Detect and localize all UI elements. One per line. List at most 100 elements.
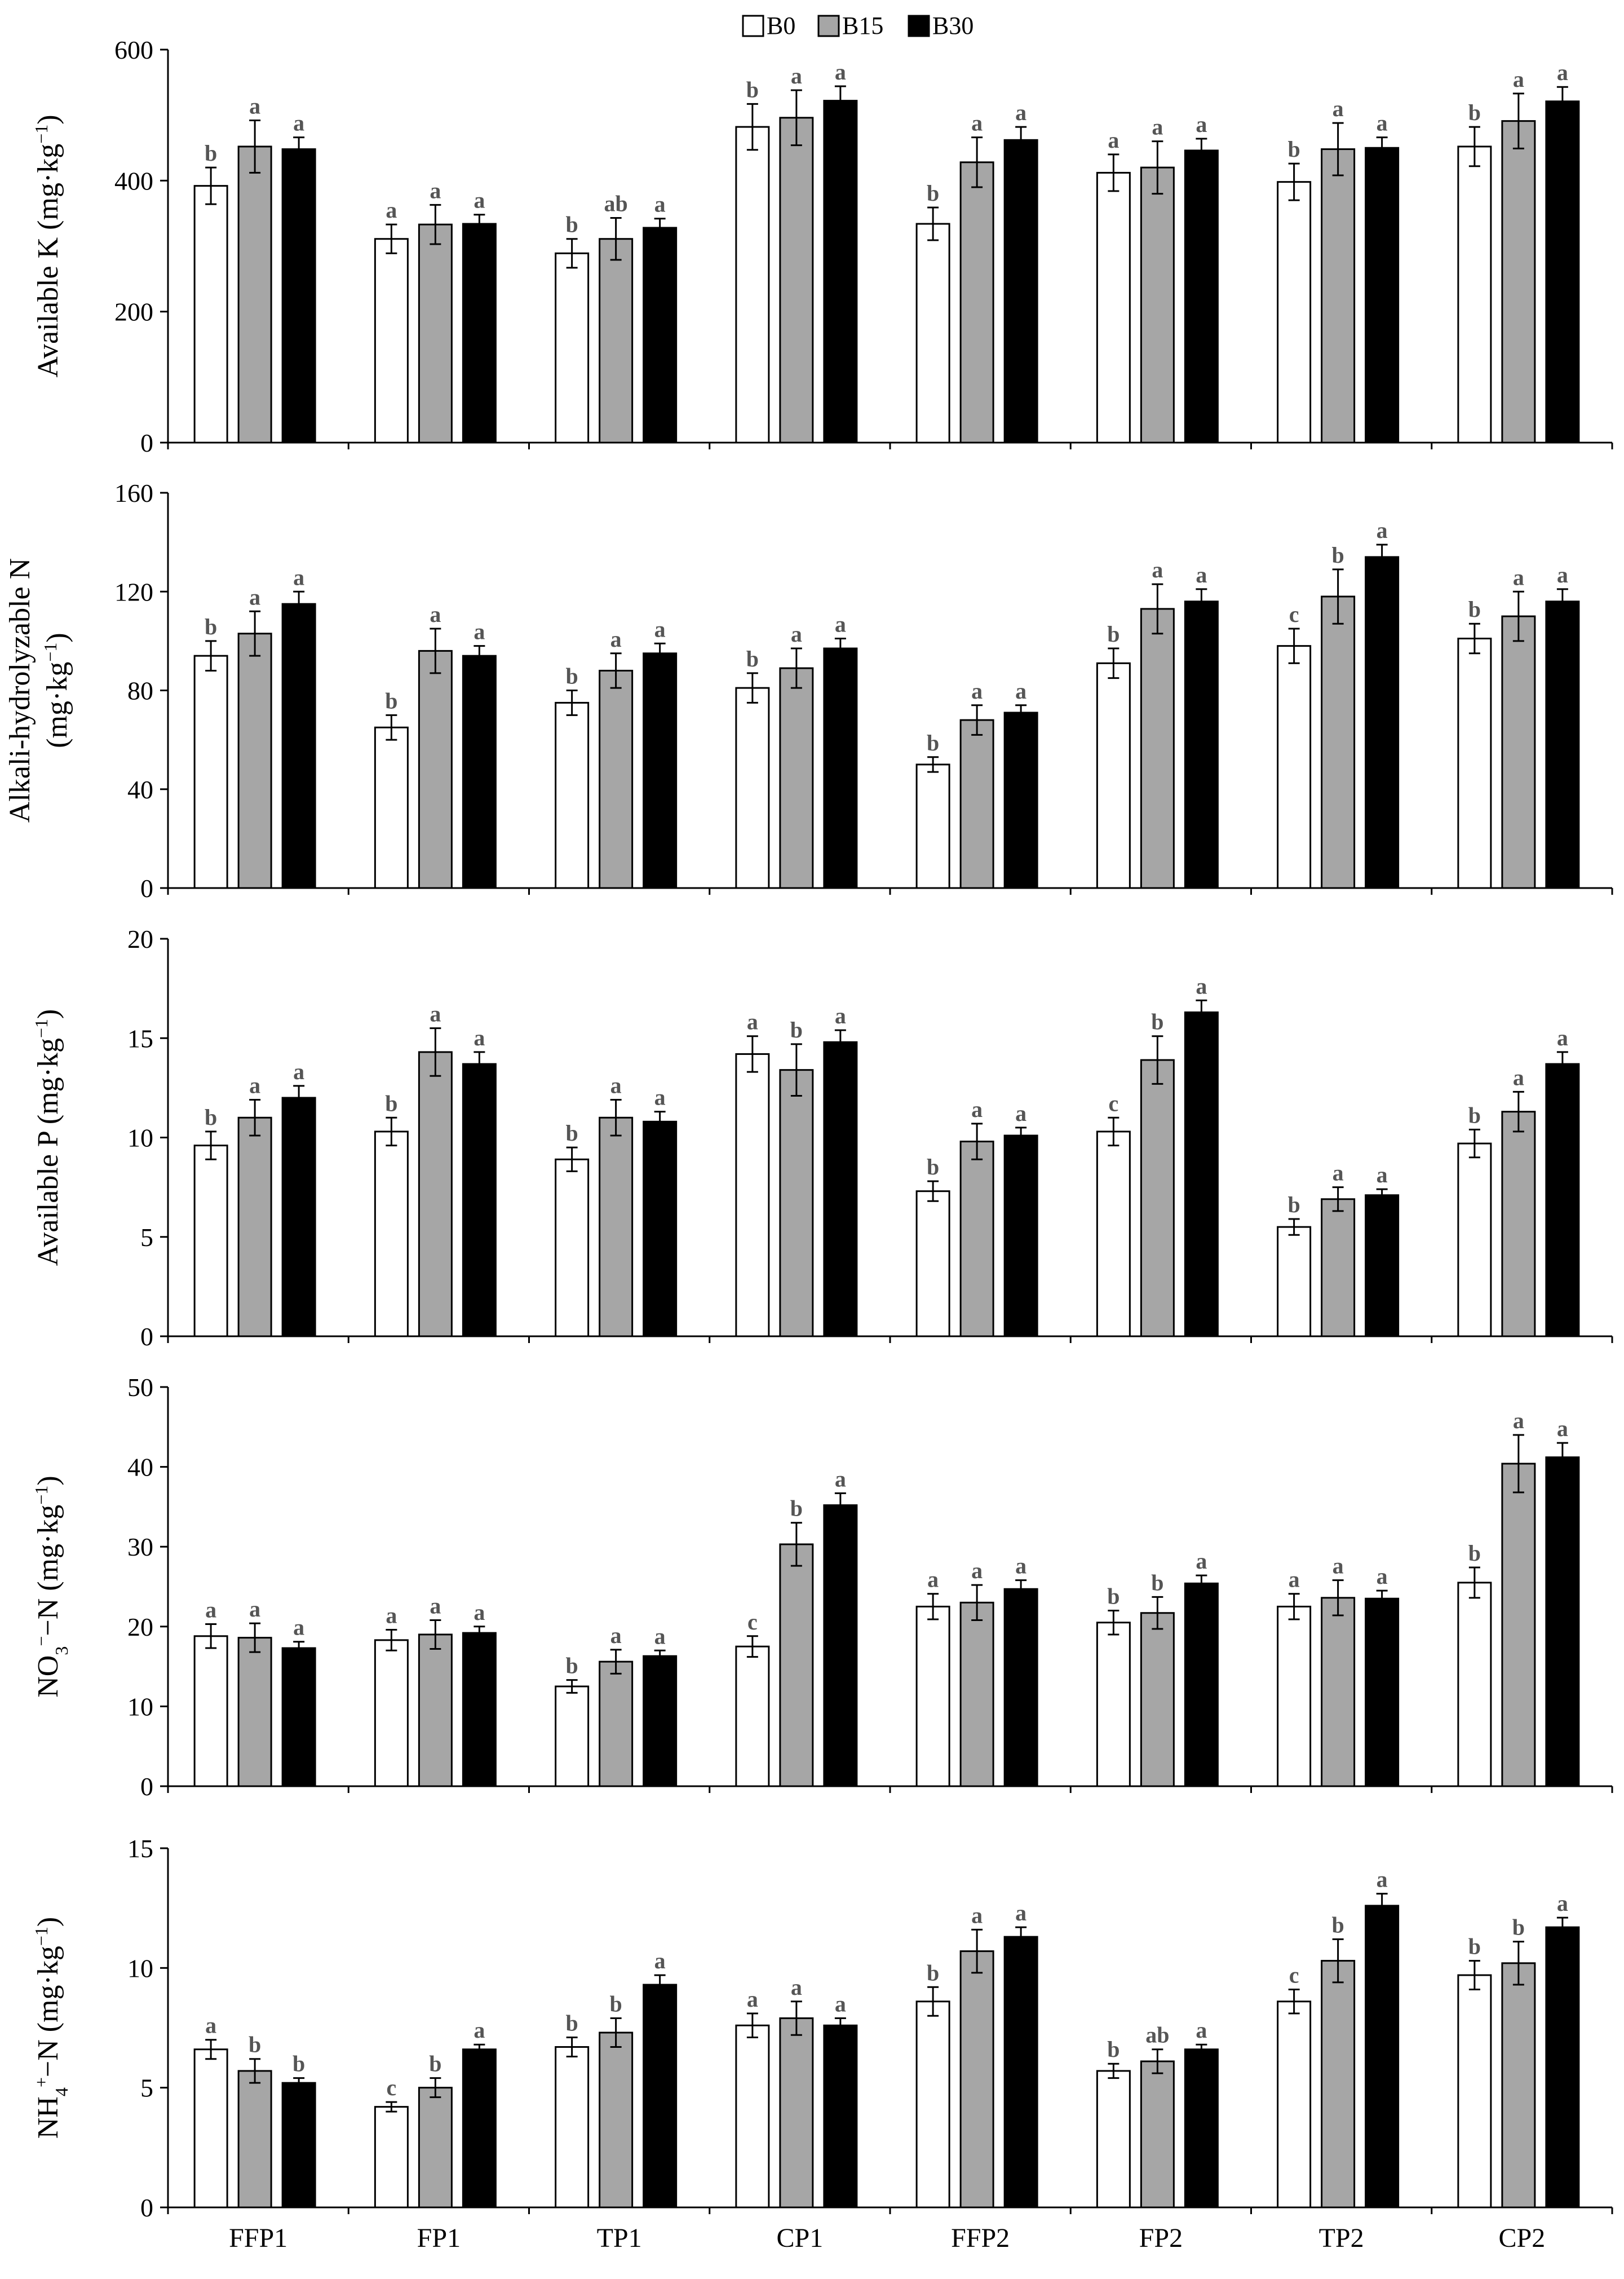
significance-letter-tp1-b30: a: [654, 1623, 666, 1649]
y-axis-label-part: −1: [31, 1486, 51, 1505]
x-category-label-ffp2: FFP2: [951, 2223, 1010, 2253]
significance-letter-cp1-b30: a: [835, 1991, 846, 2017]
y-tick-label: 160: [114, 479, 153, 507]
significance-letter-cp1-b30: a: [835, 59, 846, 85]
y-tick-label: 10: [127, 1124, 153, 1152]
significance-letter-ffp2-b30: a: [1015, 100, 1026, 125]
bar-tp2-b15: [1321, 1198, 1356, 1337]
significance-letter-tp1-b0: b: [566, 2010, 578, 2035]
significance-letter-cp1-b30: a: [835, 1003, 846, 1028]
significance-letter-ffp2-b0: b: [927, 730, 939, 756]
legend-item-b30: B30: [908, 12, 973, 39]
significance-letter-tp2-b30: a: [1377, 1867, 1388, 1892]
significance-letter-tp1-b15: a: [610, 1073, 622, 1098]
bar-tp1-b0: [555, 2046, 590, 2209]
significance-letter-fp2-b30: a: [1196, 112, 1207, 137]
significance-letter-fp2-b15: ab: [1145, 2022, 1169, 2048]
y-axis-label-part: −: [31, 1636, 51, 1646]
y-tick-label: 400: [114, 166, 153, 195]
y-tick-label: 10: [127, 1692, 153, 1721]
significance-letter-ffp1-b15: a: [249, 93, 260, 118]
significance-letter-ffp1-b15: a: [249, 1073, 260, 1098]
y-tick-label: 10: [127, 1954, 153, 1982]
y-axis-label-part: −1: [40, 643, 60, 662]
y-tick-label: 20: [127, 1613, 153, 1641]
significance-letter-cp1-b15: a: [791, 63, 802, 89]
y-axis-label-part: NH: [32, 2096, 64, 2139]
bar-tp2-b15: [1321, 1597, 1356, 1787]
bar-fp1-b30: [462, 223, 497, 444]
significance-letter-tp1-b0: b: [566, 1120, 578, 1146]
legend-item-b0: B0: [742, 12, 795, 39]
bar-ffp2-b0: [915, 763, 950, 889]
x-category-label-cp2: CP2: [1499, 2223, 1546, 2253]
legend-swatch-b0: [742, 15, 764, 37]
significance-letter-fp2-b0: c: [1108, 1090, 1118, 1116]
y-tick-label: 5: [140, 2074, 153, 2103]
bar-ffp1-b15: [237, 633, 272, 889]
bar-fp2-b30: [1184, 149, 1219, 444]
bar-cp1-b0: [735, 126, 770, 444]
bar-tp1-b15: [599, 669, 634, 889]
significance-letter-fp2-b30: a: [1196, 562, 1207, 588]
significance-letter-ffp2-b0: b: [927, 1154, 939, 1180]
y-axis-label: Available K (mg·kg−1): [31, 114, 64, 377]
significance-letter-ffp1-b0: b: [205, 140, 217, 166]
significance-letter-cp2-b30: a: [1557, 60, 1568, 85]
bar-fp1-b30: [462, 2048, 497, 2209]
significance-letter-tp2-b15: b: [1332, 1912, 1344, 1937]
y-axis-label-part: 3: [51, 1646, 72, 1655]
significance-letter-ffp2-b30: a: [1015, 1101, 1026, 1126]
bar-fp1-b0: [374, 2106, 409, 2209]
legend-item-b15: B15: [817, 12, 883, 39]
bar-cp2-b0: [1457, 145, 1492, 444]
significance-letter-cp2-b0: b: [1468, 100, 1481, 125]
bar-cp2-b0: [1457, 1974, 1492, 2209]
significance-letter-ffp1-b30: a: [293, 111, 304, 136]
bar-fp2-b0: [1096, 171, 1131, 444]
significance-letter-tp2-b15: b: [1332, 542, 1344, 568]
bar-tp2-b0: [1277, 2000, 1312, 2209]
bar-tp2-b30: [1365, 147, 1400, 444]
y-axis-label-part: −1: [31, 1019, 51, 1038]
bar-cp2-b15: [1501, 615, 1536, 889]
significance-letter-cp2-b30: a: [1557, 1416, 1568, 1441]
significance-letter-fp2-b0: a: [1108, 127, 1119, 153]
bar-tp2-b30: [1365, 1194, 1400, 1337]
significance-letter-tp1-b0: b: [566, 1653, 578, 1679]
significance-letter-tp1-b15: a: [610, 626, 622, 652]
y-tick-label: 20: [127, 925, 153, 953]
significance-letter-fp1-b0: a: [386, 1602, 397, 1628]
significance-letter-ffp1-b30: a: [293, 564, 304, 590]
significance-letter-tp2-b0: b: [1288, 136, 1300, 162]
bar-fp1-b15: [418, 1051, 453, 1337]
panel-no3-n: 0 10 20 30 40 50 NO3−−N (mg·kg−1) a a b c a b a b a a a b a…: [31, 1373, 1613, 1801]
significance-letter-ffp1-b0: b: [205, 1105, 217, 1130]
significance-letter-ffp2-b0: a: [927, 1567, 939, 1592]
significance-letter-tp2-b0: c: [1289, 1963, 1299, 1988]
legend-label-b0: B0: [767, 12, 795, 39]
bar-ffp1-b30: [281, 603, 316, 889]
bar-tp1-b0: [555, 252, 590, 444]
bar-fp2-b0: [1096, 1622, 1131, 1787]
significance-letter-cp2-b15: a: [1513, 564, 1524, 590]
bar-cp1-b30: [823, 647, 858, 889]
bar-fp2-b30: [1184, 600, 1219, 889]
significance-letter-cp1-b30: a: [835, 611, 846, 637]
significance-letter-fp2-b0: b: [1107, 1583, 1119, 1609]
y-tick-label: 200: [114, 298, 153, 326]
significance-letter-fp1-b30: a: [474, 1600, 485, 1625]
x-category-label-tp2: TP2: [1319, 2223, 1364, 2253]
bar-tp2-b0: [1277, 181, 1312, 444]
bar-cp2-b30: [1545, 1926, 1580, 2209]
bar-fp1-b30: [462, 1632, 497, 1787]
bar-fp2-b15: [1140, 608, 1175, 889]
bar-ffp2-b0: [915, 223, 950, 444]
bar-fp1-b15: [418, 223, 453, 444]
y-axis-label-part: ): [32, 1476, 64, 1485]
bar-ffp2-b15: [959, 161, 994, 444]
significance-letter-fp2-b0: b: [1107, 2037, 1119, 2062]
significance-letter-cp2-b15: a: [1513, 1408, 1524, 1433]
